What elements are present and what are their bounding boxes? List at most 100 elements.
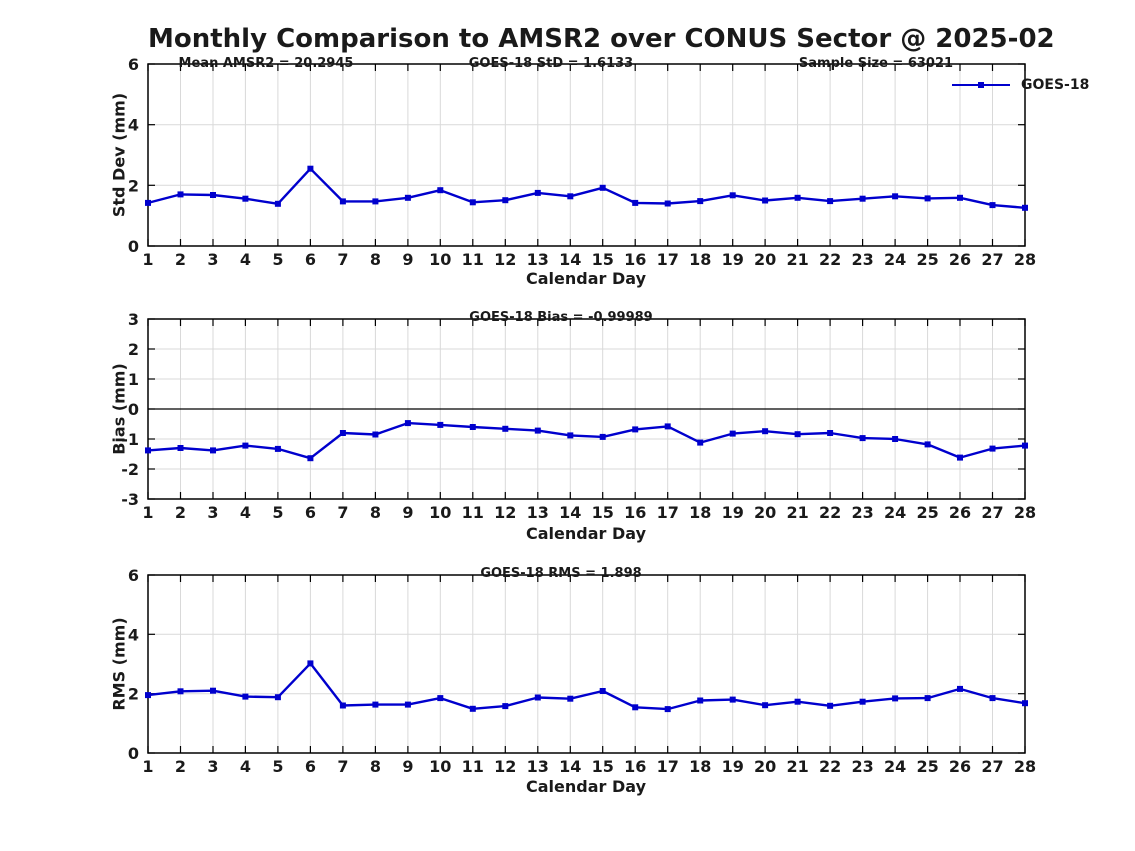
series-marker [307,455,314,462]
series-marker [534,427,541,434]
x-tick-label: 9 [402,503,413,522]
x-tick-label: 17 [657,503,679,522]
x-tick-label: 8 [370,503,381,522]
series-marker [404,701,411,708]
x-tick-label: 11 [462,250,484,269]
x-tick-label: 27 [981,757,1003,776]
x-tick-label: 20 [754,757,776,776]
series-marker [210,192,216,198]
x-tick-label: 6 [305,757,316,776]
x-tick-label: 9 [402,757,413,776]
series-marker [404,420,411,427]
x-tick-label: 22 [819,503,841,522]
x-tick-label: 15 [592,503,614,522]
bias-y-axis-label: Bias (mm) [109,363,129,455]
y-tick-label: -3 [121,490,139,509]
series-marker [534,694,541,701]
y-tick-label: 2 [128,340,139,359]
series-marker [1022,700,1028,707]
x-tick-label: 6 [305,503,316,522]
annotation-mean-amsr2: Mean AMSR2 = 20.2945 [178,56,354,71]
x-tick-label: 16 [624,250,646,269]
axes-box [147,574,1026,754]
y-tick-label: 1 [128,370,139,389]
series-marker [989,695,996,702]
y-tick-label: 2 [128,685,139,704]
x-tick-label: 28 [1014,503,1036,522]
series-marker [567,695,574,702]
y-tick-label: -1 [121,430,139,449]
series-marker [339,198,346,205]
series-marker [859,195,866,202]
series-marker [534,189,541,196]
series-marker [145,692,151,699]
series-marker [762,428,769,435]
series-marker [664,200,671,207]
calendar-day-label: Calendar Day [526,524,646,543]
series-marker [599,184,606,191]
series-marker [599,433,606,440]
series-marker [274,694,281,701]
series-marker [697,198,704,205]
x-tick-label: 2 [175,503,186,522]
series-marker [989,445,996,452]
series-marker [339,702,346,709]
x-tick-label: 28 [1014,757,1036,776]
x-tick-label: 10 [429,250,451,269]
x-tick-label: 7 [337,503,348,522]
y-tick-label: 3 [128,310,139,329]
series-marker [989,202,996,209]
series-marker [372,701,379,708]
x-tick-label: 3 [207,757,218,776]
series-marker [632,704,639,711]
x-tick-label: 4 [240,757,251,776]
legend: GOES-18 [952,77,1089,93]
series-marker [469,705,476,712]
series-marker [892,193,899,200]
x-tick-label: 23 [851,250,873,269]
series-marker [437,187,444,194]
rms-y-axis-label: RMS (mm) [109,617,129,711]
x-tick-label: 24 [884,503,906,522]
series-marker [177,445,184,451]
series-marker [892,436,899,442]
x-tick-label: 22 [819,757,841,776]
series-marker [632,426,639,433]
y-tick-label: 2 [128,176,139,195]
x-tick-label: 25 [916,757,938,776]
series-marker [1022,204,1028,211]
series-marker [762,197,769,204]
series-marker [242,442,249,449]
series-marker [502,703,509,710]
series-marker [599,688,606,694]
series-marker [794,194,801,201]
legend-square-marker-icon [978,81,984,88]
series-marker [859,435,866,442]
series-marker [274,200,281,207]
series-marker [437,421,444,428]
series-marker [307,165,314,172]
series-marker [664,423,671,430]
series-marker [274,445,281,452]
x-tick-label: 19 [722,503,744,522]
x-tick-label: 1 [142,250,153,269]
series-line [146,421,1027,460]
series-marker [957,194,963,201]
series-marker [762,702,769,709]
y-tick-label: 4 [128,625,139,644]
series-marker [827,430,834,436]
series-marker [892,695,899,702]
x-tick-label: 14 [559,250,581,269]
series-marker [567,432,574,439]
x-tick-label: 2 [175,250,186,269]
series-marker [924,695,931,702]
x-tick-label: 21 [786,503,808,522]
x-tick-label: 13 [527,503,549,522]
axes-box [147,63,1026,247]
series-marker [794,431,801,438]
x-tick-label: 4 [240,250,251,269]
series-marker [924,441,931,448]
series-marker [502,197,509,204]
series-marker [729,430,736,437]
